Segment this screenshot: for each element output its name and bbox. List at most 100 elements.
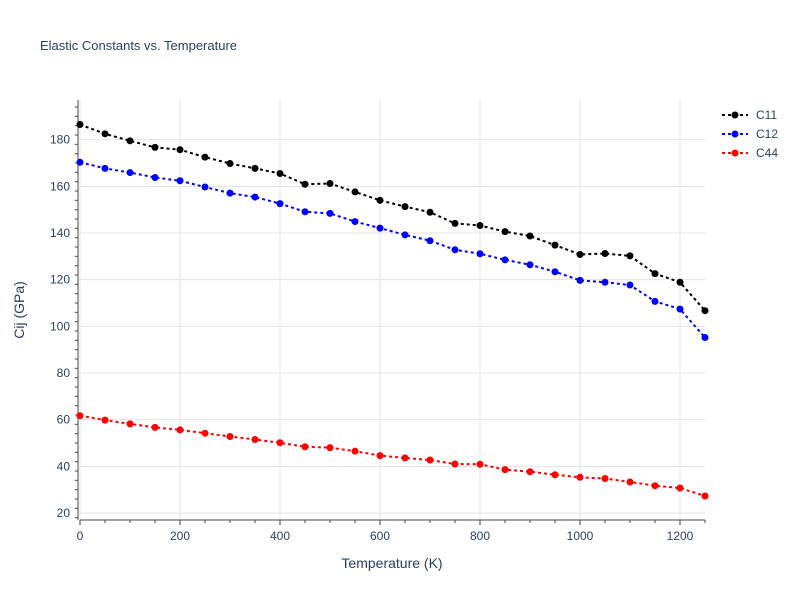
data-point — [226, 159, 234, 167]
axes: 20 40 60 80 100 120 140 160 180 0 200 400 600 800 1000… — [50, 100, 706, 543]
legend-label: C44 — [756, 146, 778, 160]
data-point — [276, 439, 284, 447]
data-point — [176, 146, 184, 154]
data-point — [576, 250, 584, 258]
data-point — [376, 224, 384, 232]
data-point — [626, 281, 634, 289]
plot-area — [76, 121, 709, 500]
data-point — [376, 196, 384, 204]
series-line — [79, 123, 706, 312]
data-point — [126, 420, 134, 428]
data-point — [76, 121, 84, 128]
data-point — [226, 189, 234, 197]
data-point — [601, 474, 609, 482]
y-tick-label: 180 — [50, 133, 70, 147]
chart-title: Elastic Constants vs. Temperature — [40, 38, 237, 53]
data-point — [326, 209, 334, 217]
data-point — [201, 429, 209, 437]
y-tick-label: 100 — [50, 319, 70, 333]
data-point — [101, 130, 109, 138]
data-point — [101, 164, 109, 172]
data-point — [476, 460, 484, 468]
data-point — [351, 447, 359, 455]
data-point — [226, 432, 234, 440]
data-point — [601, 250, 609, 258]
data-point — [76, 158, 84, 166]
data-point — [701, 307, 709, 315]
data-point — [251, 193, 259, 201]
data-point — [701, 334, 709, 342]
legend-marker — [731, 111, 739, 119]
series-c11 — [76, 121, 709, 315]
data-point — [526, 261, 534, 269]
data-point — [501, 466, 509, 474]
data-point — [351, 218, 359, 226]
data-point — [551, 268, 559, 276]
legend-item-c11[interactable]: C11 — [722, 108, 777, 122]
data-point — [651, 297, 659, 305]
data-point — [326, 180, 334, 188]
data-point — [376, 452, 384, 460]
legend[interactable]: C11 C12 C44 — [722, 108, 778, 160]
data-point — [501, 256, 509, 264]
y-tick-label: 120 — [50, 273, 70, 287]
legend-item-c12[interactable]: C12 — [722, 127, 778, 141]
data-point — [401, 203, 409, 211]
data-point — [426, 208, 434, 216]
data-point — [626, 252, 634, 260]
data-point — [251, 164, 259, 172]
data-point — [101, 416, 109, 424]
series-line — [79, 161, 706, 339]
x-tick-label: 600 — [370, 529, 390, 543]
data-point — [151, 173, 159, 181]
data-point — [176, 177, 184, 185]
data-point — [301, 443, 309, 451]
data-point — [326, 444, 334, 452]
series-c12 — [76, 158, 709, 342]
data-point — [701, 492, 709, 500]
data-point — [576, 473, 584, 481]
legend-label: C12 — [756, 127, 778, 141]
data-point — [201, 183, 209, 191]
data-point — [276, 170, 284, 177]
data-point — [151, 423, 159, 431]
data-point — [676, 305, 684, 313]
y-tick-label: 60 — [57, 413, 71, 427]
data-point — [401, 231, 409, 239]
x-tick-label: 400 — [270, 529, 290, 543]
x-tick-label: 800 — [470, 529, 490, 543]
data-point — [451, 246, 459, 254]
data-point — [551, 241, 559, 249]
data-point — [526, 468, 534, 476]
y-tick-label: 80 — [57, 366, 71, 380]
data-point — [426, 456, 434, 464]
y-tick-label: 40 — [57, 459, 71, 473]
data-point — [576, 276, 584, 284]
data-point — [151, 143, 159, 151]
data-point — [301, 208, 309, 216]
data-point — [126, 169, 134, 177]
data-point — [301, 180, 309, 188]
data-point — [651, 482, 659, 490]
data-point — [551, 471, 559, 479]
legend-label: C11 — [756, 108, 777, 122]
data-point — [451, 219, 459, 227]
x-tick-label: 1200 — [667, 529, 694, 543]
data-point — [451, 460, 459, 468]
data-point — [601, 278, 609, 286]
data-point — [501, 228, 509, 236]
data-point — [126, 137, 134, 145]
data-point — [426, 237, 434, 245]
series-c44 — [76, 412, 709, 500]
legend-item-c44[interactable]: C44 — [722, 146, 778, 160]
x-axis-title: Temperature (K) — [341, 555, 442, 571]
data-point — [176, 426, 184, 434]
data-point — [351, 188, 359, 196]
data-point — [251, 436, 259, 443]
legend-marker — [731, 149, 739, 157]
data-point — [626, 478, 634, 486]
data-point — [201, 153, 209, 161]
x-tick-label: 1000 — [567, 529, 594, 543]
